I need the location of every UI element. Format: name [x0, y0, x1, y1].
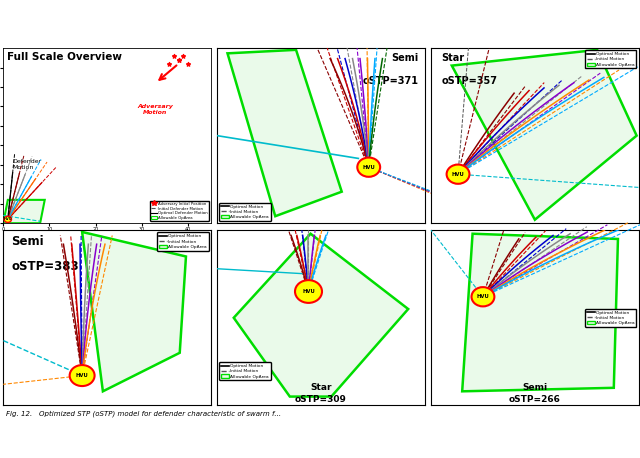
Text: oSTP=383: oSTP=383 — [12, 260, 79, 273]
Point — [173, 56, 184, 63]
Text: HVU: HVU — [3, 217, 12, 221]
Text: Semi: Semi — [12, 235, 44, 249]
Point — [169, 52, 179, 60]
Polygon shape — [227, 50, 342, 216]
Text: HVU: HVU — [302, 289, 315, 294]
Polygon shape — [462, 234, 618, 391]
Circle shape — [472, 287, 494, 306]
Text: HVU: HVU — [362, 165, 375, 169]
Circle shape — [70, 365, 95, 386]
Text: Adversary
Motion: Adversary Motion — [138, 104, 173, 115]
Text: Semi: Semi — [522, 382, 547, 392]
Text: oSTP=371: oSTP=371 — [363, 76, 419, 86]
Legend: Optimal Motion, Initial Motion, Allowable OpArea: Optimal Motion, Initial Motion, Allowabl… — [220, 362, 271, 380]
Text: oSTP=357: oSTP=357 — [442, 76, 497, 86]
Polygon shape — [234, 234, 408, 397]
Point — [178, 52, 188, 60]
Polygon shape — [82, 232, 186, 391]
Text: Star: Star — [442, 53, 465, 63]
Legend: Optimal Motion, Initial Motion, Allowable OpArea: Optimal Motion, Initial Motion, Allowabl… — [220, 203, 271, 221]
Text: Full Scale Overview: Full Scale Overview — [7, 52, 122, 61]
Polygon shape — [3, 200, 45, 223]
Text: HVU: HVU — [76, 373, 88, 378]
Text: oSTP=266: oSTP=266 — [509, 395, 561, 404]
Circle shape — [4, 216, 12, 223]
Circle shape — [447, 164, 470, 184]
Text: HVU: HVU — [477, 294, 490, 299]
Circle shape — [357, 158, 380, 177]
Legend: Optimal Motion, Initial Motion, Allowable OpArea: Optimal Motion, Initial Motion, Allowabl… — [585, 50, 637, 68]
Text: Fig. 12.   Optimized STP (oSTP) model for defender characteristic of swarm f...: Fig. 12. Optimized STP (oSTP) model for … — [6, 410, 282, 416]
Point — [182, 60, 193, 67]
Legend: Adversary Initial Position, Initial Defender Motion, Optimal Defender Motion, Al: Adversary Initial Position, Initial Defe… — [150, 201, 209, 221]
Point — [164, 60, 175, 67]
Point — [173, 56, 184, 63]
Polygon shape — [452, 50, 637, 220]
Text: Semi: Semi — [391, 53, 419, 63]
Legend: Optimal Motion, Initial Motion, Allowable OpArea: Optimal Motion, Initial Motion, Allowabl… — [585, 309, 637, 327]
Text: Defender
Motion: Defender Motion — [12, 159, 42, 170]
Text: HVU: HVU — [452, 172, 465, 177]
Circle shape — [295, 280, 322, 303]
Legend: Optimal Motion, Initial Motion, Allowable OpArea: Optimal Motion, Initial Motion, Allowabl… — [157, 232, 209, 251]
Text: Star: Star — [310, 382, 332, 392]
Text: oSTP=309: oSTP=309 — [295, 395, 347, 404]
